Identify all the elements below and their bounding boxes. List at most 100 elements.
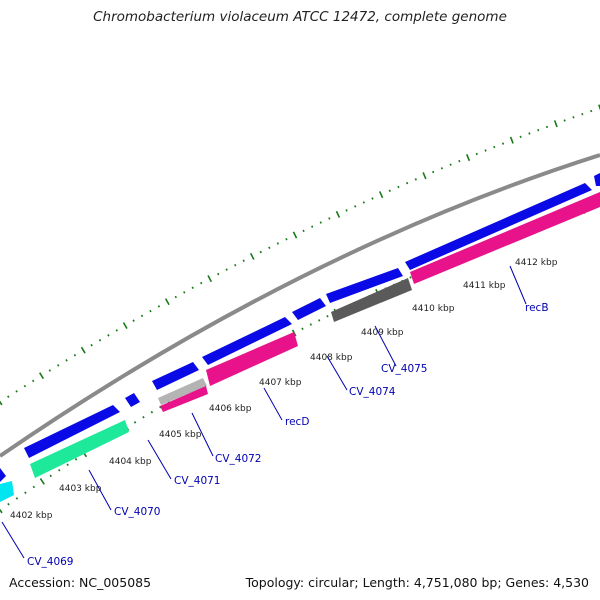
scale-tick (449, 163, 452, 166)
scale-tick (545, 125, 549, 129)
scale-tick (133, 421, 137, 424)
gene-label-recb[interactable]: recB (525, 302, 549, 314)
scale-tick (0, 400, 3, 406)
scale-tick (501, 142, 505, 145)
scale-tick (150, 410, 154, 414)
scale-tick (397, 185, 400, 189)
scale-tick (259, 250, 262, 254)
scale-tick (354, 205, 357, 208)
scale-tick (115, 329, 118, 332)
scale-tick (285, 237, 288, 241)
gene-label-cv4072[interactable]: CV_4072 (215, 453, 262, 465)
scale-tick (7, 395, 10, 398)
scale-tick (73, 353, 77, 357)
tick-label-4411: 4411 kbp (463, 281, 506, 291)
scale-tick (140, 314, 144, 318)
scale-tick (598, 104, 600, 111)
leader-line (326, 355, 348, 391)
scale-tick (217, 272, 220, 276)
gene-band-magenta[interactable] (410, 192, 600, 284)
cds-arrow[interactable] (202, 317, 292, 365)
scale-tick (225, 268, 228, 271)
scale-tick (191, 286, 194, 290)
inner-tick-ring (0, 203, 600, 514)
scale-tick (49, 474, 52, 478)
gene-band-magenta[interactable] (206, 332, 298, 386)
cds-arrow[interactable] (326, 268, 403, 303)
scale-tick (142, 415, 145, 419)
scale-tick (56, 364, 60, 367)
gene-band-green[interactable] (30, 420, 129, 478)
scale-tick (200, 281, 203, 285)
cds-arrow[interactable] (292, 298, 326, 320)
gene-leader-lines (1, 265, 527, 559)
scale-tick (7, 502, 10, 506)
leader-line (1, 521, 25, 559)
tick-label-4410: 4410 kbp (412, 304, 455, 314)
cds-arrow[interactable] (125, 393, 140, 407)
gene-band-lightgray[interactable] (158, 378, 207, 405)
gene-label-recd[interactable]: recD (285, 416, 309, 428)
tick-label-4407: 4407 kbp (259, 378, 302, 388)
scale-tick (519, 135, 522, 139)
scale-tick (74, 458, 78, 461)
cds-arrow[interactable] (24, 405, 120, 458)
scale-tick (326, 314, 329, 318)
scale-tick (409, 276, 412, 279)
tick-label-4412: 4412 kbp (515, 258, 558, 268)
scale-tick (249, 252, 255, 260)
scale-tick (174, 295, 177, 299)
scale-tick (268, 246, 271, 249)
scale-tick (414, 178, 417, 181)
scale-tick (493, 145, 496, 149)
gene-band-cyan[interactable] (0, 481, 14, 502)
scale-tick (345, 209, 348, 212)
scale-tick (301, 327, 304, 331)
scale-tick (183, 291, 186, 294)
scale-tick (371, 197, 374, 200)
scale-tick (39, 372, 45, 380)
gene-label-cv4075[interactable]: CV_4075 (381, 363, 428, 375)
tick-label-4409: 4409 kbp (361, 328, 404, 338)
scale-tick (581, 112, 584, 116)
scale-tick (317, 319, 321, 322)
scale-tick (563, 119, 566, 122)
scale-tick (335, 210, 341, 218)
scale-tick (458, 159, 461, 163)
gene-label-cv4074[interactable]: CV_4074 (349, 386, 396, 398)
gene-label-cv4071[interactable]: CV_4071 (174, 475, 221, 487)
map-title: Chromobacterium violaceum ATCC 12472, co… (93, 9, 507, 25)
scale-tick (159, 405, 162, 409)
gene-band-gray[interactable] (331, 278, 412, 322)
leader-line (263, 387, 283, 421)
scale-tick (157, 305, 161, 308)
cds-arrow[interactable] (0, 468, 6, 482)
cds-arrow[interactable] (152, 362, 199, 390)
scale-tick (80, 346, 86, 354)
scale-tick (242, 259, 245, 263)
scale-tick (422, 172, 427, 180)
forward-cds-track (0, 173, 600, 482)
tick-label-4402: 4402 kbp (10, 511, 53, 521)
scale-tick (590, 109, 593, 113)
outer-dotted-ring (0, 104, 600, 406)
scale-tick (66, 463, 69, 467)
scale-tick (122, 322, 128, 329)
tick-label-4406: 4406 kbp (209, 404, 252, 414)
scale-tick (207, 275, 213, 283)
cds-arrow[interactable] (405, 183, 592, 270)
gene-label-cv4069[interactable]: CV_4069 (27, 556, 74, 568)
gene-band-magenta[interactable] (160, 386, 208, 412)
scale-tick (311, 225, 314, 228)
leader-line (191, 412, 214, 457)
cds-arrow[interactable] (594, 173, 600, 186)
scale-tick (432, 170, 435, 174)
gene-label-cv4070[interactable]: CV_4070 (114, 506, 161, 518)
scale-tick (509, 136, 514, 144)
tick-label-4408: 4408 kbp (310, 353, 353, 363)
tick-label-4403: 4403 kbp (59, 484, 102, 494)
tick-label-4405: 4405 kbp (159, 430, 202, 440)
scale-tick (0, 508, 3, 514)
scale-tick (31, 379, 35, 383)
